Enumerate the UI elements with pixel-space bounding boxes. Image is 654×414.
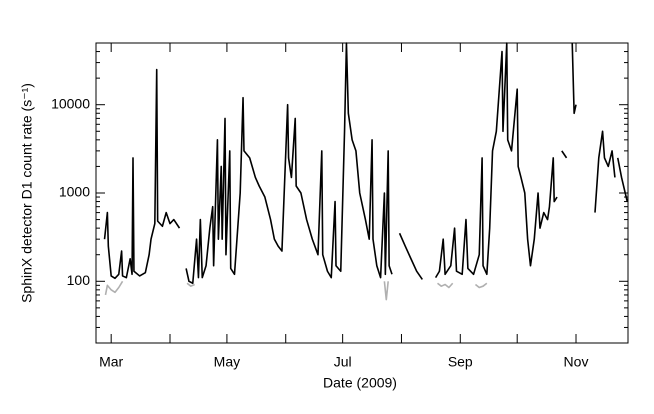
x-tick-label: Mar [99,354,123,370]
y-axis-label: SphinX detector D1 count rate (s⁻¹) [19,83,35,303]
y-tick-label: 100 [67,272,91,288]
data-line [104,280,488,301]
y-tick-label: 1000 [59,184,90,200]
y-tick-label: 10000 [51,95,90,111]
x-tick-label: May [214,354,240,370]
plot-frame [95,42,629,344]
data-line [103,42,629,285]
x-tick-label: Sep [448,354,473,370]
x-tick-label: Jul [334,354,352,370]
x-tick-label: Nov [564,354,589,370]
x-axis-label: Date (2009) [323,375,397,391]
